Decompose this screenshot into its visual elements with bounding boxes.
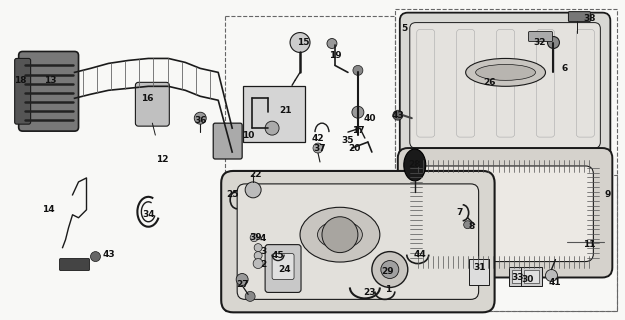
Text: 24: 24 — [279, 265, 291, 274]
Text: 8: 8 — [469, 222, 475, 231]
FancyBboxPatch shape — [136, 82, 169, 126]
Text: 40: 40 — [364, 114, 376, 123]
FancyBboxPatch shape — [398, 148, 612, 277]
Text: 10: 10 — [242, 131, 254, 140]
Text: 36: 36 — [194, 116, 206, 125]
Text: 1: 1 — [385, 285, 391, 294]
Text: 2: 2 — [260, 260, 266, 269]
FancyBboxPatch shape — [400, 13, 611, 158]
Text: 43: 43 — [391, 111, 404, 120]
Text: 17: 17 — [352, 126, 364, 135]
Text: 26: 26 — [483, 78, 496, 87]
Bar — [225, 16, 395, 175]
Text: 31: 31 — [473, 263, 486, 272]
Text: 3: 3 — [260, 247, 266, 256]
Text: 13: 13 — [44, 76, 57, 85]
Text: 14: 14 — [42, 205, 55, 214]
Bar — [225, 175, 618, 311]
Text: 42: 42 — [312, 133, 324, 143]
Ellipse shape — [466, 59, 546, 86]
FancyBboxPatch shape — [221, 171, 494, 312]
Text: 34: 34 — [142, 210, 154, 219]
Bar — [395, 9, 618, 311]
Circle shape — [353, 65, 363, 76]
Text: 27: 27 — [236, 280, 249, 289]
FancyBboxPatch shape — [237, 184, 479, 300]
Circle shape — [290, 33, 310, 52]
Text: 18: 18 — [14, 76, 27, 85]
FancyBboxPatch shape — [59, 259, 89, 270]
Text: 20: 20 — [349, 144, 361, 153]
Circle shape — [352, 106, 364, 118]
Circle shape — [464, 221, 472, 229]
Circle shape — [327, 38, 337, 49]
Text: 30: 30 — [521, 275, 534, 284]
Text: 16: 16 — [141, 94, 154, 103]
FancyBboxPatch shape — [529, 32, 552, 42]
Text: 37: 37 — [314, 144, 326, 153]
FancyBboxPatch shape — [521, 267, 542, 286]
Text: 21: 21 — [279, 106, 291, 115]
FancyBboxPatch shape — [265, 244, 301, 292]
Text: 41: 41 — [548, 278, 561, 287]
Circle shape — [194, 112, 206, 124]
FancyBboxPatch shape — [14, 59, 31, 124]
Circle shape — [91, 252, 101, 261]
Text: 7: 7 — [456, 208, 463, 217]
Circle shape — [548, 36, 559, 49]
Text: 5: 5 — [402, 24, 408, 33]
Circle shape — [245, 292, 255, 301]
Text: 6: 6 — [561, 64, 568, 73]
Circle shape — [313, 143, 323, 153]
FancyBboxPatch shape — [243, 86, 305, 142]
Text: 19: 19 — [329, 51, 341, 60]
FancyBboxPatch shape — [524, 269, 539, 284]
Text: 29: 29 — [381, 267, 394, 276]
Circle shape — [393, 110, 402, 120]
FancyBboxPatch shape — [511, 269, 526, 284]
Ellipse shape — [300, 207, 380, 262]
Text: 43: 43 — [102, 250, 115, 259]
FancyBboxPatch shape — [469, 259, 489, 285]
Circle shape — [381, 260, 399, 278]
Text: 22: 22 — [249, 171, 261, 180]
Circle shape — [322, 217, 358, 252]
Circle shape — [245, 182, 261, 198]
Circle shape — [265, 121, 279, 135]
Text: 45: 45 — [272, 251, 284, 260]
FancyBboxPatch shape — [416, 166, 593, 261]
Text: 12: 12 — [156, 156, 169, 164]
Circle shape — [254, 252, 262, 260]
Text: 11: 11 — [583, 240, 596, 249]
Circle shape — [236, 274, 248, 285]
Ellipse shape — [476, 64, 536, 80]
FancyBboxPatch shape — [19, 52, 79, 131]
FancyBboxPatch shape — [568, 12, 591, 22]
Text: 32: 32 — [533, 38, 546, 47]
Text: 28: 28 — [409, 160, 421, 170]
Ellipse shape — [404, 149, 426, 181]
Circle shape — [250, 234, 258, 242]
Text: 23: 23 — [364, 288, 376, 297]
Text: 38: 38 — [583, 14, 596, 23]
Circle shape — [254, 244, 262, 252]
Text: 4: 4 — [260, 234, 266, 243]
Text: 15: 15 — [297, 38, 309, 47]
Text: 39: 39 — [250, 233, 262, 242]
Text: 33: 33 — [511, 273, 524, 282]
Text: 25: 25 — [226, 190, 238, 199]
FancyBboxPatch shape — [410, 23, 601, 148]
Circle shape — [546, 269, 558, 282]
FancyBboxPatch shape — [509, 267, 529, 286]
Circle shape — [253, 259, 263, 268]
Ellipse shape — [318, 221, 362, 249]
FancyBboxPatch shape — [213, 123, 242, 159]
Text: 35: 35 — [342, 136, 354, 145]
FancyBboxPatch shape — [272, 253, 294, 279]
Text: 9: 9 — [604, 190, 611, 199]
Text: 44: 44 — [413, 250, 426, 259]
Circle shape — [372, 252, 408, 287]
